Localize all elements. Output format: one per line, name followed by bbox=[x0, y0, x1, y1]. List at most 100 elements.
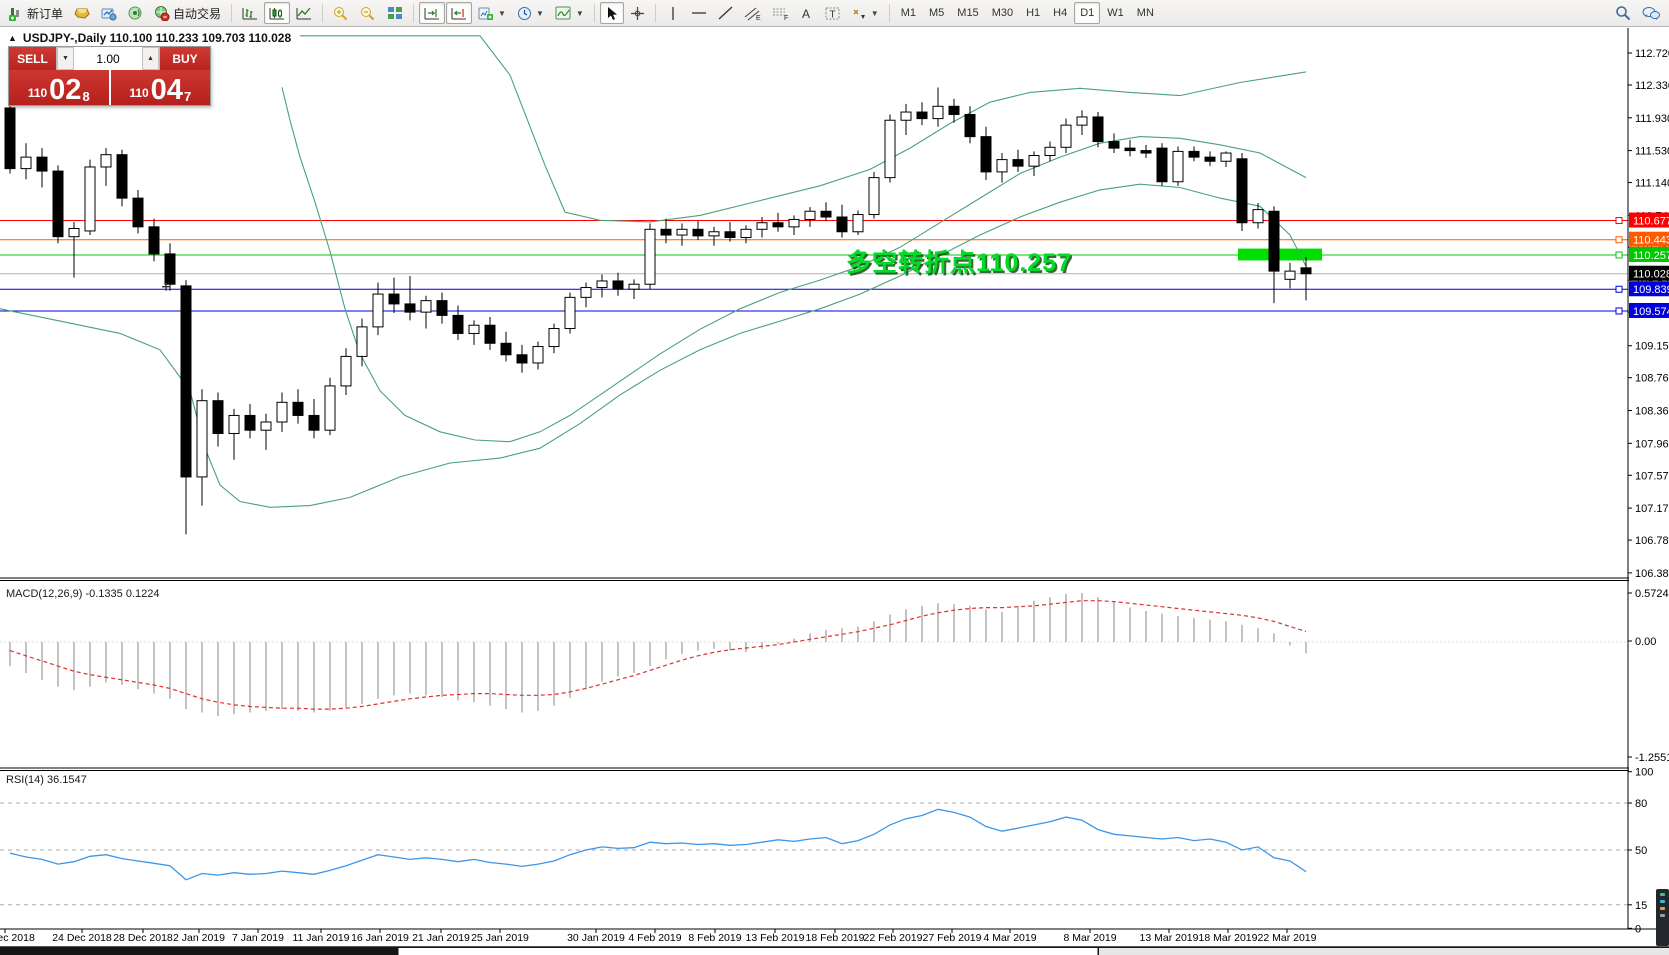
history-center-button[interactable] bbox=[69, 2, 95, 24]
candle-down bbox=[292, 401, 304, 416]
indicators-icon bbox=[555, 6, 571, 20]
text-button[interactable]: A bbox=[795, 2, 819, 24]
date-label: 22 Mar 2019 bbox=[1258, 932, 1317, 944]
buy-price[interactable]: 110 04 7 bbox=[110, 70, 210, 105]
timeframe-m30-button[interactable]: M30 bbox=[986, 2, 1019, 24]
buy-button[interactable]: BUY bbox=[160, 47, 210, 70]
toolbar: 新订单 自动交易 bbox=[0, 0, 1669, 27]
tile-windows-icon bbox=[388, 7, 403, 19]
toolbar-separator bbox=[413, 4, 415, 22]
volume-input[interactable] bbox=[74, 47, 142, 70]
date-label: 8 Mar 2019 bbox=[1063, 932, 1116, 944]
auto-scroll-button[interactable] bbox=[446, 2, 473, 24]
new-chart-button[interactable]: ▼ bbox=[473, 2, 511, 24]
indicators-button[interactable]: ▼ bbox=[550, 2, 589, 24]
timeframe-m5-button[interactable]: M5 bbox=[923, 2, 950, 24]
date-label: 22 Feb 2019 bbox=[864, 932, 923, 944]
candle-down bbox=[36, 156, 48, 172]
dropdown-caret-icon: ▼ bbox=[535, 8, 544, 18]
timeframe-d1-button[interactable]: D1 bbox=[1074, 2, 1101, 24]
candle-up bbox=[1220, 152, 1232, 162]
chart-shift-button[interactable] bbox=[419, 2, 446, 24]
trendline-button[interactable] bbox=[713, 2, 738, 24]
candle-down bbox=[500, 342, 512, 356]
line-handle bbox=[1615, 217, 1623, 225]
candle-down bbox=[132, 197, 144, 228]
rsi-line bbox=[9, 808, 1307, 881]
tile-windows-button[interactable] bbox=[382, 2, 408, 24]
collapse-triangle-icon[interactable]: ▲ bbox=[8, 33, 17, 43]
timeframe-m1-button[interactable]: M1 bbox=[895, 2, 922, 24]
bar-chart-type-button[interactable] bbox=[237, 2, 263, 24]
chat-icon bbox=[1642, 6, 1660, 20]
timeframe-h4-button[interactable]: H4 bbox=[1047, 2, 1073, 24]
candle-down bbox=[1108, 141, 1120, 149]
sell-price[interactable]: 110 02 8 bbox=[9, 70, 109, 105]
chat-button[interactable] bbox=[1637, 2, 1665, 24]
bottom-window-strip bbox=[0, 946, 1669, 955]
mini-scrollbar[interactable] bbox=[1656, 889, 1669, 946]
candle-down bbox=[1092, 116, 1104, 143]
channel-button[interactable]: E bbox=[739, 2, 766, 24]
arrows-button[interactable]: ▼ bbox=[847, 2, 884, 24]
candlestick-icon bbox=[269, 8, 285, 20]
sell-price-sup: 8 bbox=[82, 89, 90, 104]
candle-up bbox=[548, 328, 560, 348]
dropdown-caret-icon: ▼ bbox=[575, 8, 584, 18]
search-button[interactable] bbox=[1610, 2, 1636, 24]
autotrading-button[interactable]: 自动交易 bbox=[149, 2, 226, 24]
price-label-box bbox=[1629, 231, 1669, 247]
timeframe-bar: M1 M5 M15 M30 H1 H4 D1 W1 MN bbox=[895, 2, 1160, 24]
price-tick: 111.930 bbox=[1635, 113, 1669, 125]
candle-up bbox=[852, 214, 864, 233]
timeframe-mn-button[interactable]: MN bbox=[1131, 2, 1160, 24]
period-button[interactable]: ▼ bbox=[512, 2, 549, 24]
date-label: 19 Dec 2018 bbox=[0, 932, 35, 944]
candle-up bbox=[644, 228, 656, 285]
sell-button[interactable]: SELL bbox=[9, 47, 56, 70]
market-watch-button[interactable] bbox=[96, 2, 122, 24]
fibonacci-button[interactable]: F bbox=[767, 2, 794, 24]
candlestick-type-button[interactable] bbox=[264, 2, 291, 24]
candle-up bbox=[84, 166, 96, 232]
macd-pane bbox=[0, 592, 1628, 716]
date-label: 25 Jan 2019 bbox=[471, 932, 529, 944]
candle-up bbox=[228, 414, 240, 434]
volume-down-button[interactable]: ▼ bbox=[57, 47, 74, 70]
line-chart-type-button[interactable] bbox=[291, 2, 317, 24]
volume-up-button[interactable]: ▲ bbox=[142, 47, 159, 70]
date-label: 24 Dec 2018 bbox=[52, 932, 112, 944]
zoom-in-button[interactable] bbox=[328, 2, 354, 24]
candle-down bbox=[1236, 158, 1248, 224]
candle-up bbox=[596, 280, 608, 289]
signals-button[interactable] bbox=[123, 2, 148, 24]
vertical-line-button[interactable] bbox=[661, 2, 685, 24]
gold-chip-icon bbox=[74, 8, 90, 19]
toolbar-separator bbox=[593, 4, 595, 22]
candle-down bbox=[1140, 150, 1152, 154]
candle-down bbox=[388, 293, 400, 305]
zoom-out-button[interactable] bbox=[355, 2, 381, 24]
crosshair-button[interactable] bbox=[625, 2, 650, 24]
cursor-button[interactable] bbox=[599, 2, 624, 24]
horizontal-line-button[interactable] bbox=[686, 2, 712, 24]
chart-shift-icon bbox=[424, 8, 440, 20]
main-price-pane bbox=[0, 35, 1628, 535]
new-order-button[interactable]: 新订单 bbox=[4, 2, 68, 24]
candle-up bbox=[356, 326, 368, 357]
candle-down bbox=[948, 105, 960, 116]
timeframe-m15-button[interactable]: M15 bbox=[951, 2, 984, 24]
timeframe-w1-button[interactable]: W1 bbox=[1101, 2, 1130, 24]
date-label: 30 Jan 2019 bbox=[567, 932, 625, 944]
bar-chart-icon bbox=[242, 8, 258, 20]
price-label-text: 109.839 bbox=[1633, 284, 1669, 296]
text-label-button[interactable]: T bbox=[820, 2, 846, 24]
rsi-tick: 100 bbox=[1635, 767, 1653, 779]
date-label: 4 Feb 2019 bbox=[628, 932, 681, 944]
candle-up bbox=[676, 228, 688, 236]
candle-down bbox=[1204, 156, 1216, 162]
chart-annotation-text[interactable]: 多空转折点110.257 bbox=[846, 249, 1072, 277]
timeframe-h1-button[interactable]: H1 bbox=[1020, 2, 1046, 24]
candle-up bbox=[1076, 116, 1088, 126]
